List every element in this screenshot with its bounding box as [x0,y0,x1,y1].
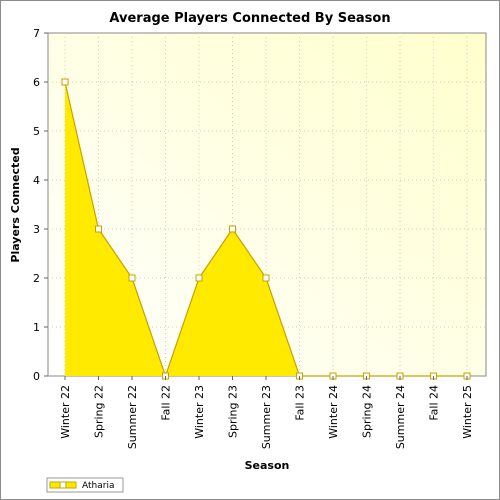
y-tick-label: 3 [33,223,40,236]
x-tick-label: Winter 25 [461,385,474,439]
y-axis-title: Players Connected [9,147,22,262]
x-tick-label: Winter 23 [193,385,206,439]
x-tick-label: Summer 23 [260,385,273,449]
data-point-marker [95,225,102,233]
y-tick-label: 5 [33,125,40,138]
x-tick-label: Winter 24 [327,385,340,439]
x-tick-label: Summer 22 [126,385,139,449]
data-point-marker [128,274,136,282]
data-point-marker [61,78,69,86]
y-tick-label: 0 [33,370,40,383]
x-tick-label: Spring 24 [361,385,374,438]
data-point-marker [262,274,270,282]
x-axis: Winter 22 Spring 22 Summer 22 Fall 22 Winter… [59,376,474,449]
y-tick-label: 7 [33,27,40,40]
y-tick-label: 2 [33,272,40,285]
series-area-fill [65,82,467,376]
x-tick-label: Winter 22 [59,385,72,439]
x-tick-label: Spring 22 [93,385,106,438]
y-tick-label: 6 [33,76,40,89]
y-tick-label: 4 [33,174,40,187]
legend-label: Atharia [82,481,114,491]
x-tick-label: Fall 22 [160,385,173,421]
legend-marker [59,481,67,489]
x-tick-label: Spring 23 [227,385,240,438]
data-point-marker [195,274,203,282]
x-axis-title: Season [245,459,290,472]
data-point-marker [229,225,236,233]
x-tick-label: Summer 24 [394,385,407,449]
legend: Atharia [46,477,124,493]
chart-title: Average Players Connected By Season [109,11,390,26]
y-tick-label: 1 [33,321,40,334]
x-tick-label: Fall 24 [428,385,441,421]
x-tick-label: Fall 23 [294,385,307,421]
y-axis: 0 1 2 3 4 5 6 7 [33,27,48,383]
